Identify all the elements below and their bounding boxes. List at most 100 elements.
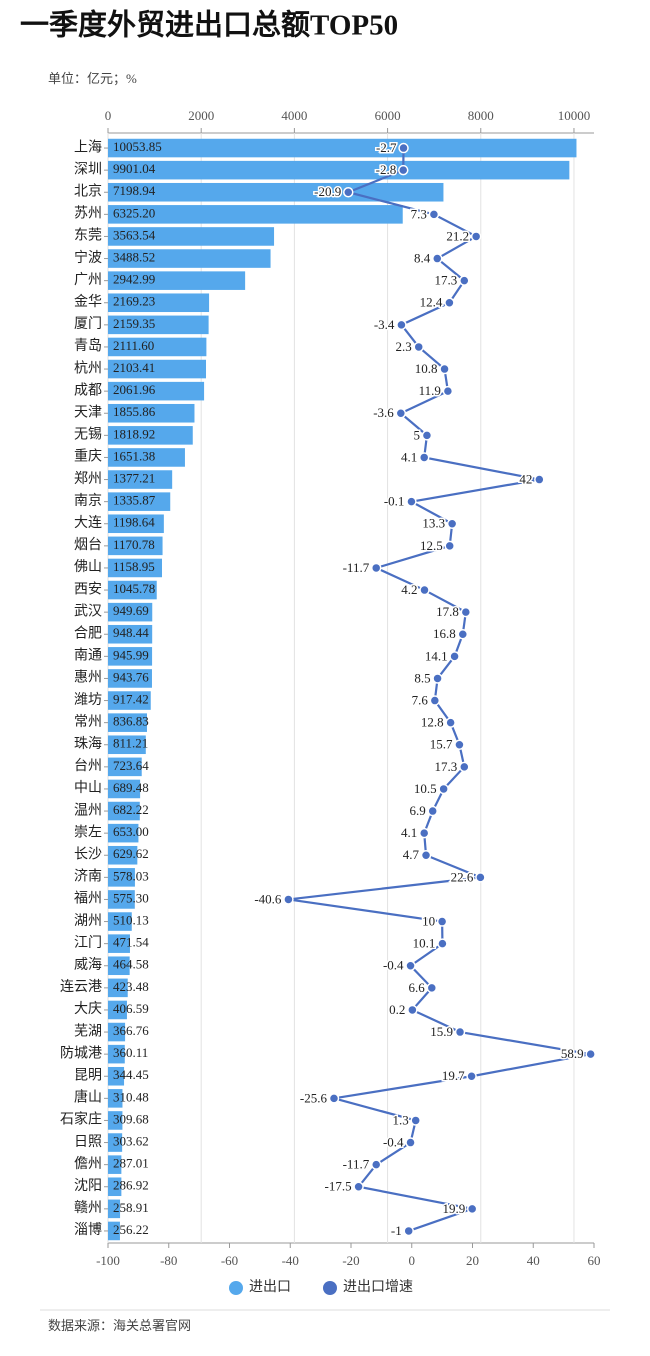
growth-label: 12.8 [421, 715, 444, 730]
growth-point [466, 1203, 478, 1215]
category-label: 合肥 [74, 625, 102, 641]
growth-label: -25.6 [300, 1090, 328, 1105]
category-label: 湖州 [74, 913, 102, 929]
bar [108, 558, 163, 578]
growth-point [353, 1181, 364, 1192]
bar [108, 492, 171, 511]
bar-value-label: 811.21 [113, 736, 148, 751]
growth-label: 4.7 [403, 847, 420, 862]
growth-point [454, 739, 465, 750]
category-label: 防城港 [60, 1045, 102, 1061]
bar-value-label: 287.01 [113, 1156, 149, 1171]
growth-label: -11.7 [343, 560, 370, 575]
growth-point [475, 872, 486, 883]
growth-label: 10.5 [414, 781, 437, 796]
bar-value-label: 943.76 [113, 669, 149, 684]
category-label: 唐山 [74, 1089, 102, 1106]
legend-swatch [323, 1281, 337, 1295]
growth-label: 22.6 [451, 869, 474, 884]
bar-value-label: 366.76 [113, 1023, 149, 1038]
growth-label: 6.6 [409, 980, 426, 995]
category-label: 北京 [74, 183, 102, 199]
growth-label: -11.7 [343, 1157, 370, 1172]
growth-point [396, 319, 407, 331]
bar [108, 403, 195, 423]
growth-label: 15.9 [430, 1024, 453, 1039]
bar [108, 1022, 126, 1042]
labels-layer: 10053.85 9901.04 7198.94 6325.20 3563.54 3488… [113, 139, 585, 1240]
growth-point [449, 651, 460, 662]
growth-label: 17.3 [435, 273, 458, 288]
bar-value-label: 258.91 [113, 1200, 149, 1215]
bar-value-label: 2159.35 [113, 316, 155, 331]
category-label: 天津 [74, 404, 102, 420]
bar [108, 1177, 122, 1197]
category-label: 福州 [74, 891, 102, 907]
growth-point [429, 695, 441, 706]
category-label: 江门 [74, 935, 102, 951]
bar-value-label: 1818.92 [113, 426, 155, 441]
bar [108, 1089, 123, 1108]
bar-value-label: 629.62 [113, 846, 149, 861]
x2-tick-label: -20 [342, 1253, 359, 1268]
category-label: 崇左 [74, 824, 102, 840]
growth-label: 4.1 [401, 825, 417, 840]
bar-value-label: 949.69 [113, 603, 149, 618]
growth-point [410, 1115, 421, 1126]
growth-point [534, 474, 545, 485]
growth-label: 10.1 [413, 936, 436, 951]
category-label: 淄博 [74, 1221, 102, 1238]
bar-value-label: 653.00 [113, 824, 149, 839]
category-label: 惠州 [74, 670, 102, 686]
growth-label: 7.6 [412, 693, 429, 708]
bar [108, 271, 246, 290]
growth-label: -40.6 [254, 891, 282, 906]
growth-label: 6.9 [409, 803, 425, 818]
growth-label: 12.4 [420, 295, 443, 310]
growth-label: 19.9 [442, 1201, 465, 1216]
category-label: 连云港 [60, 979, 102, 995]
bar [108, 1155, 122, 1174]
x-tick-label: 8000 [468, 108, 494, 123]
bar-value-label: 917.42 [113, 692, 149, 707]
legend-swatch [229, 1281, 243, 1295]
growth-line [288, 148, 591, 1232]
x2-tick-label: 60 [588, 1253, 601, 1268]
bar [108, 1044, 125, 1064]
category-label: 珠海 [74, 736, 102, 752]
category-label: 芜湖 [74, 1022, 102, 1039]
bar [108, 470, 173, 489]
growth-label: 14.1 [425, 648, 448, 663]
growth-point [444, 297, 455, 308]
growth-point [398, 142, 409, 154]
legend-label: 进出口增速 [343, 1279, 413, 1295]
growth-label: 4.1 [401, 449, 417, 464]
x-tick-label: 6000 [375, 108, 401, 123]
bar-value-label: 406.59 [113, 1001, 149, 1016]
bar [108, 1111, 123, 1130]
bar [108, 713, 147, 732]
growth-point [436, 916, 448, 927]
x2-tick-label: -60 [221, 1253, 238, 1268]
growth-point [283, 894, 294, 905]
bar-value-label: 471.54 [113, 935, 149, 950]
x2-tick-label: -40 [282, 1253, 299, 1268]
growth-label: 16.8 [433, 626, 456, 641]
bar-value-label: 1335.87 [113, 493, 156, 508]
category-label: 济南 [74, 869, 102, 885]
bar-value-label: 286.92 [113, 1178, 149, 1193]
growth-label: 11.9 [419, 383, 441, 398]
growth-label: 13.3 [422, 516, 445, 531]
bar [108, 823, 139, 843]
category-label: 长沙 [74, 846, 102, 862]
growth-point [445, 717, 456, 728]
growth-point [397, 164, 409, 176]
bar [108, 1221, 120, 1241]
growth-point [419, 584, 430, 596]
category-label: 昆明 [74, 1068, 102, 1083]
growth-point [432, 253, 443, 264]
growth-point [405, 960, 416, 971]
bar [108, 514, 164, 534]
growth-label: 2.3 [395, 339, 411, 354]
growth-label: 21.2 [446, 228, 469, 243]
